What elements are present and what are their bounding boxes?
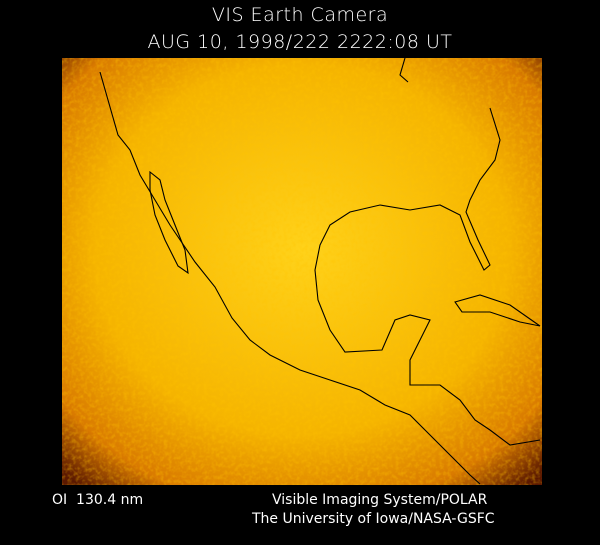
instrument-credit: Visible Imaging System/POLAR <box>272 492 488 508</box>
wavelength-label: OI 130.4 nm <box>52 492 144 508</box>
coastline-overlay <box>99 58 541 485</box>
coastline-north <box>399 58 409 83</box>
coastline-baja <box>149 170 189 275</box>
institution-credit: The University of Iowa/NASA-GSFC <box>252 511 495 527</box>
coastline-west <box>99 71 481 485</box>
coastline-gulf-east <box>314 107 541 446</box>
island-cuba <box>454 294 541 327</box>
earth-camera-image <box>62 58 542 485</box>
observation-datetime: AUG 10, 1998/222 2222:08 UT <box>147 31 453 53</box>
image-title: VIS Earth Camera <box>211 4 389 26</box>
emission-noise <box>62 58 542 485</box>
